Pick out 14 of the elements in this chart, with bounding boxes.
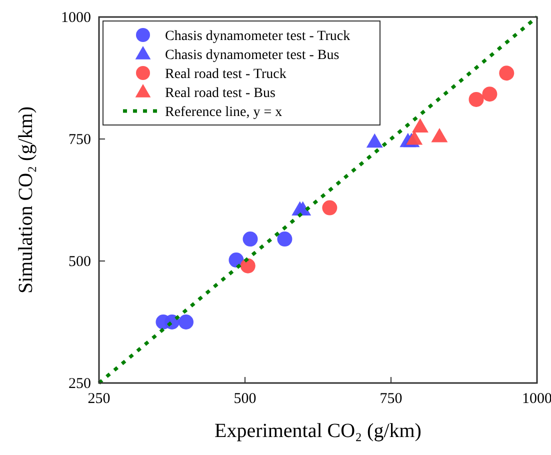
legend-label: Real road test - Bus — [165, 86, 276, 101]
legend-label: Reference line, y = x — [165, 105, 282, 120]
y-tick-label: 750 — [68, 132, 91, 148]
y-axis-title: Simulation CO₂ (g/km) — [15, 106, 37, 294]
legend-label: Chasis dynamometer test - Bus — [165, 48, 340, 63]
y-tick-label: 1000 — [61, 10, 91, 26]
x-tick-label: 500 — [234, 391, 256, 407]
legend-label: Chasis dynamometer test - Truck — [165, 29, 350, 44]
y-tick-label: 250 — [68, 376, 91, 392]
y-tick-label: 500 — [68, 254, 91, 270]
x-axis-title: Experimental CO₂ (g/km) — [214, 420, 422, 442]
legend-label: Real road test - Truck — [165, 67, 286, 82]
x-tick-label: 750 — [380, 391, 402, 407]
x-tick-label: 250 — [88, 391, 110, 407]
